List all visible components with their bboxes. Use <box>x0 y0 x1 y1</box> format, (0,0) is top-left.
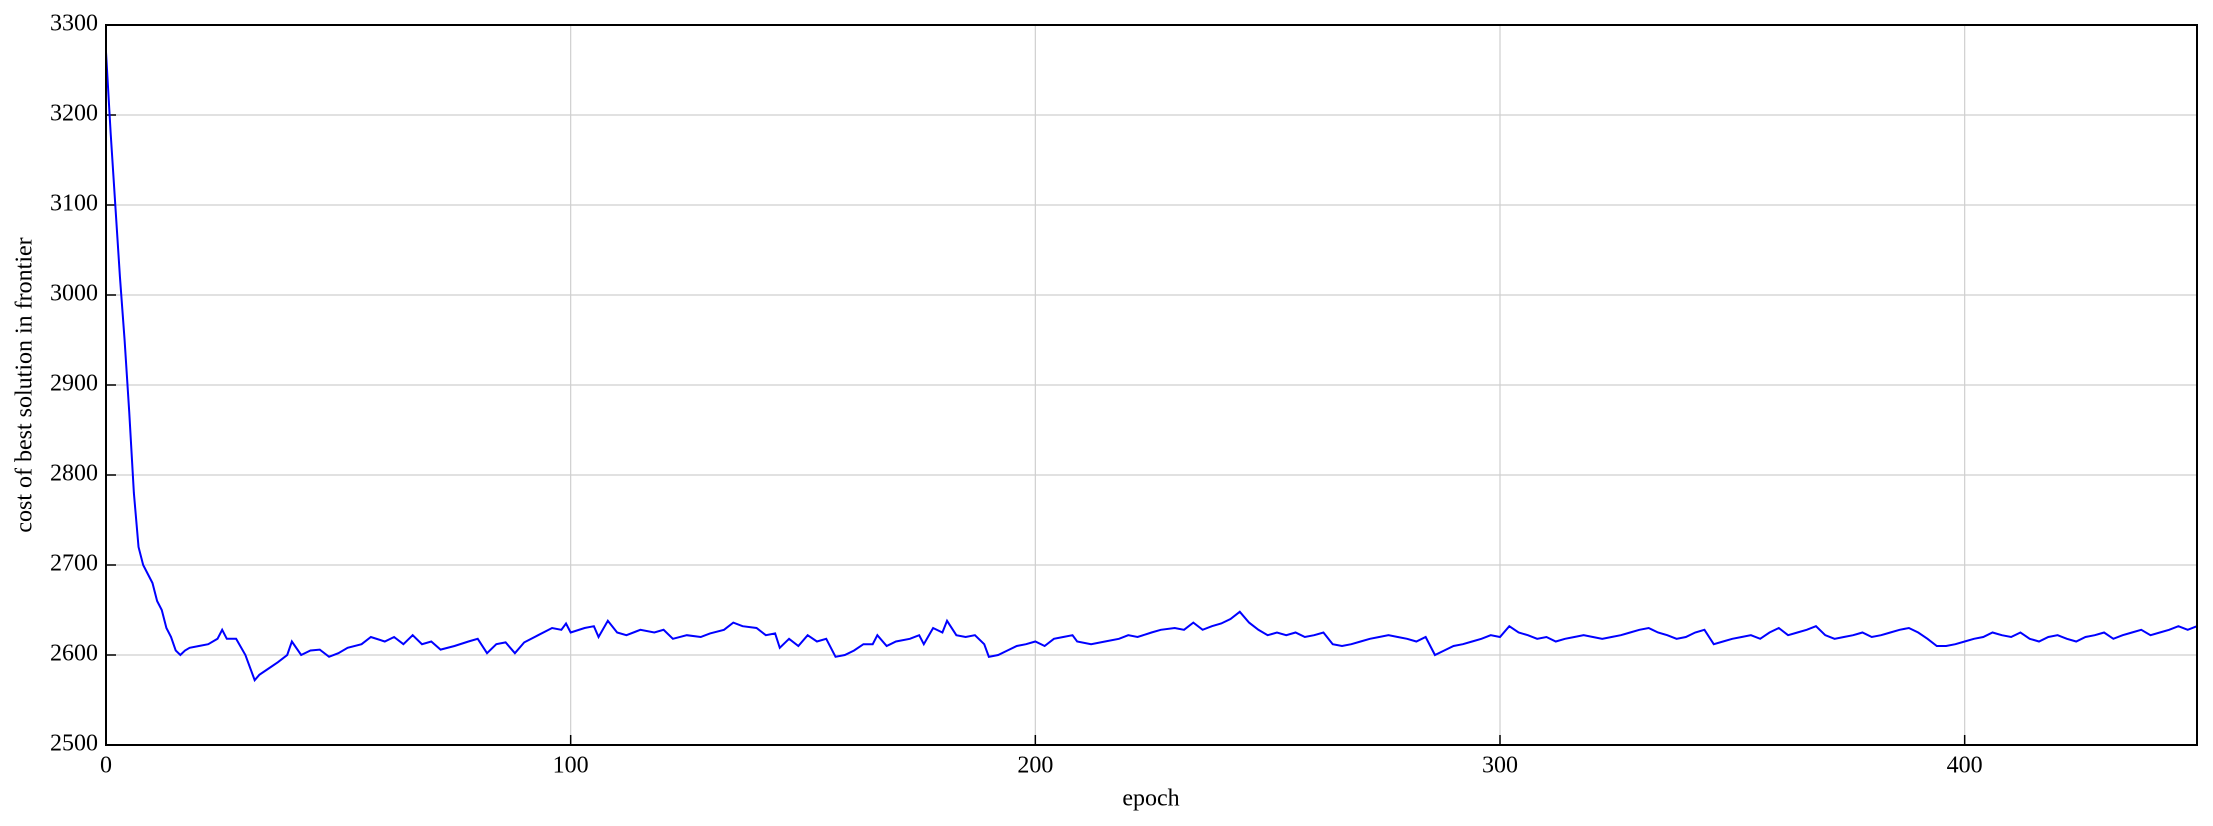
y-tick-label: 2900 <box>50 371 98 397</box>
y-tick-label: 3100 <box>50 191 98 217</box>
y-axis-label: cost of best solution in frontier <box>12 237 38 532</box>
x-tick-label: 400 <box>1947 753 1983 779</box>
x-tick-label: 100 <box>553 753 589 779</box>
y-tick-label: 2500 <box>50 731 98 757</box>
x-tick-label: 300 <box>1482 753 1518 779</box>
x-axis-label: epoch <box>1122 786 1179 812</box>
y-tick-label: 2600 <box>50 641 98 667</box>
y-tick-label: 2700 <box>50 551 98 577</box>
y-tick-label: 3000 <box>50 281 98 307</box>
x-tick-label: 200 <box>1017 753 1053 779</box>
y-tick-label: 2800 <box>50 461 98 487</box>
plot-frame <box>105 24 2198 746</box>
x-tick-label: 0 <box>100 753 112 779</box>
data-line <box>105 51 2198 683</box>
y-tick-label: 3200 <box>50 101 98 127</box>
y-tick-label: 3300 <box>50 11 98 37</box>
